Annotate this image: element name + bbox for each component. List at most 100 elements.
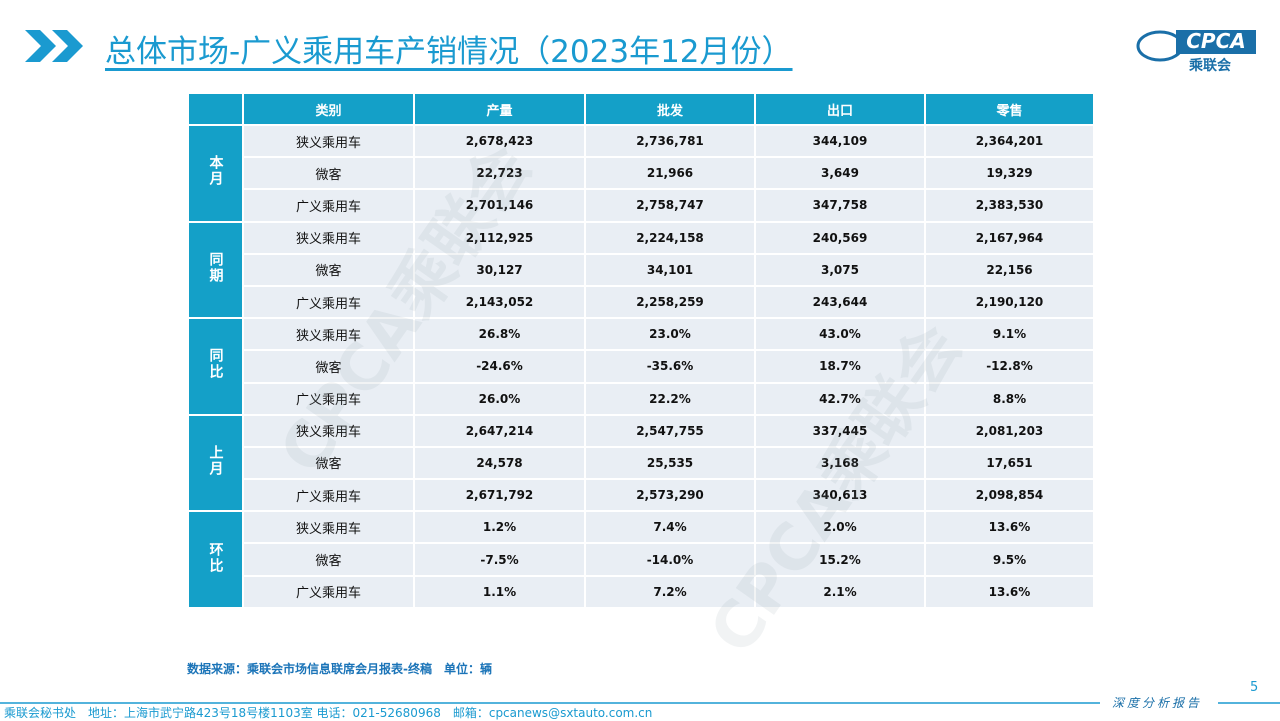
value-cell: 7.2% [584, 574, 756, 609]
source-note: 数据来源：乘联会市场信息联席会月报表-终稿 单位：辆 [187, 662, 492, 676]
value-cell: 2,112,925 [413, 220, 586, 255]
category-cell: 微客 [242, 156, 415, 191]
value-cell: 9.5% [924, 542, 1095, 577]
value-cell: 17,651 [924, 445, 1095, 481]
value-cell: 22.2% [584, 381, 756, 416]
chevron [25, 30, 56, 62]
data-row: 微客 30,127 34,101 3,075 22,156 [188, 252, 1095, 287]
category-cell: 狭义乘用车 [242, 123, 415, 159]
data-row: 微客 24,578 25,535 3,168 17,651 [188, 445, 1095, 481]
group-label: 同比 [207, 348, 224, 381]
value-cell: 1.2% [413, 510, 586, 545]
group-cell: 本月 [187, 124, 244, 223]
value-cell: 43.0% [754, 317, 926, 352]
category-cell: 微客 [242, 349, 415, 384]
data-row: 环比 狭义乘用车 1.2% 7.4% 2.0% 13.6% [187, 510, 1095, 609]
value-cell: 2,701,146 [413, 188, 586, 223]
category-cell: 广义乘用车 [242, 284, 415, 320]
logo-box [1176, 30, 1256, 54]
value-cell: 344,109 [754, 123, 926, 159]
group-label: 环比 [207, 541, 224, 574]
value-cell: 2,167,964 [924, 220, 1095, 255]
category-cell: 微客 [242, 542, 415, 577]
value-cell: 2.1% [754, 574, 926, 609]
header-cell: 产量 [413, 92, 586, 126]
value-cell: 18.7% [754, 349, 926, 384]
data-row: 微客 -24.6% -35.6% 18.7% -12.8% [188, 349, 1095, 384]
group-cell: 同期 [187, 220, 244, 320]
value-cell: 15.2% [754, 542, 926, 577]
value-cell: -24.6% [413, 349, 586, 384]
header-cell: 零售 [924, 92, 1095, 126]
header-cell: 出口 [754, 92, 926, 126]
value-cell: 2,258,259 [584, 284, 756, 320]
value-cell: 240,569 [754, 220, 926, 255]
category-cell: 狭义乘用车 [242, 220, 415, 255]
data-table: 类别 产量 批发 出口 零售 本月 狭义乘用车 2,678,423 2,736,781 344,1… [187, 92, 1095, 609]
value-cell: -12.8% [924, 349, 1095, 384]
group-label: 上月 [207, 444, 224, 477]
value-cell: 340,613 [754, 478, 926, 513]
category-cell: 微客 [242, 445, 415, 481]
value-cell: 2,736,781 [584, 123, 756, 159]
logo-text: CPCA [1186, 29, 1246, 53]
footer-contact: 乘联会秘书处 地址：上海市武宁路423号18号楼1103室 电话：021-526… [4, 706, 653, 720]
data-row: 同比 狭义乘用车 26.8% 23.0% 43.0% 9.1% [187, 317, 1095, 416]
value-cell: 2,758,747 [584, 188, 756, 223]
value-cell: 42.7% [754, 381, 926, 416]
data-row: 微客 22,723 21,966 3,649 19,329 [188, 156, 1095, 191]
value-cell: 2,081,203 [924, 413, 1095, 448]
value-cell: 19,329 [924, 156, 1095, 191]
tagline: 深度分析报告 [1112, 696, 1203, 710]
title: 总体市场-广义乘用车产销情况（2023年12月份） [105, 34, 793, 70]
value-cell: 1.1% [413, 574, 586, 609]
header-cell [187, 92, 244, 126]
value-cell: 25,535 [584, 445, 756, 481]
value-cell: 9.1% [924, 317, 1095, 352]
value-cell: 2,190,120 [924, 284, 1095, 320]
group-label: 本月 [207, 155, 224, 188]
data-row: 本月 狭义乘用车 2,678,423 2,736,781 344,109 2,364,20… [187, 123, 1095, 223]
group-cell: 环比 [187, 510, 244, 609]
value-cell: 243,644 [754, 284, 926, 320]
chevron [52, 30, 83, 62]
value-cell: 22,156 [924, 252, 1095, 287]
value-cell: 2,364,201 [924, 123, 1095, 159]
value-cell: 23.0% [584, 317, 756, 352]
header-cell: 批发 [584, 92, 756, 126]
value-cell: 26.0% [413, 381, 586, 416]
logo-mark [1136, 30, 1184, 62]
group-cell: 上月 [187, 413, 244, 513]
value-cell: 13.6% [924, 574, 1095, 609]
value-cell: -14.0% [584, 542, 756, 577]
value-cell: 24,578 [413, 445, 586, 481]
value-cell: 2,098,854 [924, 478, 1095, 513]
category-cell: 广义乘用车 [242, 188, 415, 223]
category-cell: 狭义乘用车 [242, 510, 415, 545]
value-cell: 13.6% [924, 510, 1095, 545]
value-cell: 3,168 [754, 445, 926, 481]
value-cell: 2,678,423 [413, 123, 586, 159]
value-cell: 347,758 [754, 188, 926, 223]
category-cell: 狭义乘用车 [242, 317, 415, 352]
value-cell: 21,966 [584, 156, 756, 191]
data-row: 广义乘用车 26.0% 22.2% 42.7% 8.8% [188, 381, 1095, 416]
value-cell: 2,671,792 [413, 478, 586, 513]
category-cell: 微客 [242, 252, 415, 287]
value-cell: 2,224,158 [584, 220, 756, 255]
value-cell: -7.5% [413, 542, 586, 577]
value-cell: 3,649 [754, 156, 926, 191]
value-cell: 2,573,290 [584, 478, 756, 513]
value-cell: 337,445 [754, 413, 926, 448]
category-cell: 广义乘用车 [242, 478, 415, 513]
value-cell: 2,383,530 [924, 188, 1095, 223]
data-row: 微客 -7.5% -14.0% 15.2% 9.5% [188, 542, 1095, 577]
header-cell: 类别 [242, 92, 415, 126]
data-row: 广义乘用车 2,143,052 2,258,259 243,644 2,190,120 [188, 284, 1095, 320]
value-cell: 34,101 [584, 252, 756, 287]
value-cell: 2,647,214 [413, 413, 586, 448]
header-row: 类别 产量 批发 出口 零售 [187, 92, 1095, 126]
group-cell: 同比 [187, 317, 244, 416]
